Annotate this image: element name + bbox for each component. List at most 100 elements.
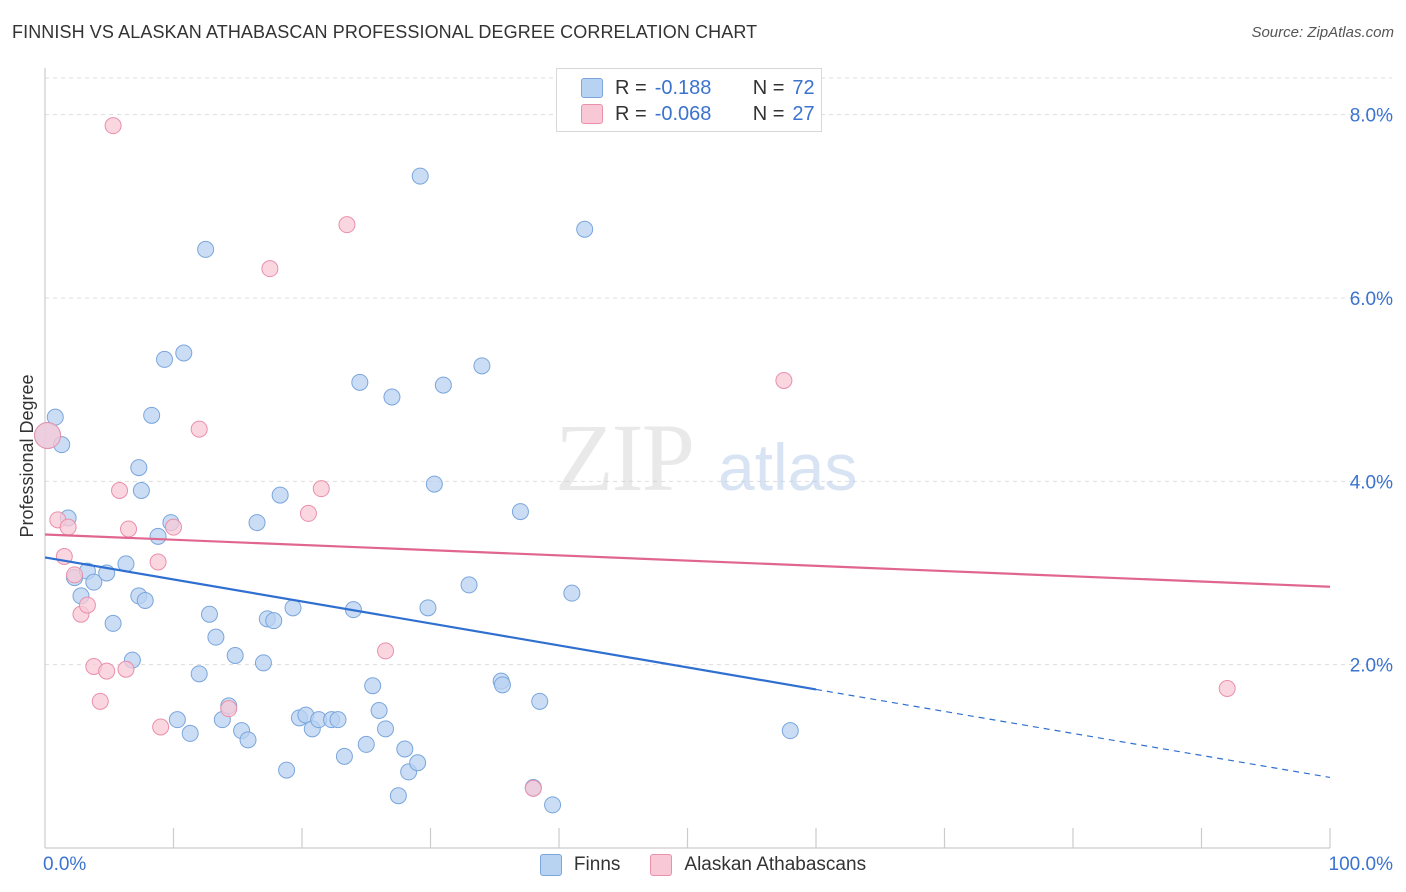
watermark: ZIP atlas bbox=[555, 404, 857, 511]
finns-point bbox=[425, 475, 443, 493]
alaskan-trend-line bbox=[44, 533, 1331, 588]
finns-point bbox=[409, 754, 427, 772]
finns-trend-line bbox=[44, 556, 817, 691]
finns-point bbox=[200, 605, 218, 623]
alaskan-point bbox=[111, 482, 129, 499]
alaskan-n-label: N = bbox=[752, 102, 785, 125]
alaskan-point bbox=[104, 117, 122, 135]
alaskan-point bbox=[338, 216, 356, 234]
finns-point bbox=[207, 628, 225, 646]
correlation-legend: R = -0.188 N = 72 R = -0.068 N = 27 bbox=[556, 68, 822, 132]
alaskan-point bbox=[59, 518, 77, 536]
y-axis-label: Professional Degree bbox=[17, 374, 37, 537]
finns-point bbox=[130, 459, 148, 477]
finns-point bbox=[335, 747, 353, 765]
alaskan-point bbox=[149, 553, 167, 571]
finns-point bbox=[377, 720, 395, 738]
finns-swatch bbox=[581, 78, 603, 98]
alaskan-point bbox=[261, 260, 279, 278]
alaskan-point bbox=[120, 520, 138, 538]
finns-point bbox=[419, 599, 437, 617]
alaskan-point bbox=[165, 518, 182, 536]
watermark-zip: ZIP bbox=[555, 404, 693, 511]
alaskan-point bbox=[98, 662, 116, 680]
finns-point bbox=[411, 167, 429, 185]
finns-point bbox=[156, 350, 174, 368]
y-tick-label: 4.0% bbox=[1350, 472, 1393, 493]
finns-point bbox=[329, 711, 347, 729]
grid-layer bbox=[45, 77, 1392, 666]
finns-point bbox=[190, 665, 208, 683]
finns-point bbox=[434, 376, 452, 394]
alaskan-r-label: R = bbox=[615, 102, 647, 125]
legend-item-finns[interactable]: Finns bbox=[539, 854, 621, 876]
finns-point bbox=[383, 388, 401, 406]
alaskan-swatch bbox=[581, 104, 603, 124]
alaskan-point bbox=[312, 480, 330, 498]
alaskan-legend-label: Alaskan Athabascans bbox=[684, 854, 867, 875]
alaskan-r-value: -0.068 bbox=[654, 102, 712, 125]
finns-point bbox=[254, 654, 272, 672]
alaskan-point bbox=[66, 566, 84, 584]
trend-layer bbox=[44, 533, 1331, 779]
finns-point bbox=[396, 740, 414, 758]
finns-point bbox=[143, 406, 161, 424]
finns-point bbox=[239, 731, 257, 749]
finns-point bbox=[284, 599, 302, 617]
finns-point bbox=[531, 692, 549, 710]
chart-title: FINNISH VS ALASKAN ATHABASCAN PROFESSION… bbox=[12, 22, 758, 42]
alaskan-point bbox=[91, 692, 109, 710]
finns-point bbox=[781, 722, 799, 740]
finns-point bbox=[473, 357, 491, 375]
alaskan-point bbox=[190, 420, 208, 438]
finns-point bbox=[576, 220, 594, 238]
finns-point bbox=[132, 482, 150, 499]
finns-point bbox=[563, 584, 581, 602]
alaskan-point bbox=[775, 372, 793, 389]
source-label: Source: ZipAtlas.com bbox=[1251, 24, 1394, 41]
x-tick-label: 100.0% bbox=[1329, 854, 1394, 875]
legend-row-finns: R = -0.188 N = 72 bbox=[581, 75, 815, 101]
finns-point bbox=[265, 612, 283, 630]
alaskan-point bbox=[524, 779, 542, 797]
finns-trend-line-extension bbox=[815, 688, 1331, 779]
axes-layer: 2.0% 4.0% 6.0% 8.0% 0.0% 100.0% bbox=[43, 68, 1393, 875]
legend-row-alaskan: R = -0.068 N = 27 bbox=[581, 101, 815, 127]
finns-point bbox=[544, 796, 562, 814]
finns-point bbox=[85, 573, 103, 591]
finns-point bbox=[357, 735, 375, 753]
alaskan-n-value: 27 bbox=[792, 102, 815, 125]
finns-n-label: N = bbox=[752, 76, 785, 99]
finns-point bbox=[226, 647, 244, 664]
finns-point bbox=[364, 677, 382, 695]
alaskan-point bbox=[117, 660, 135, 678]
alaskan-point bbox=[299, 504, 317, 522]
finns-point bbox=[104, 614, 122, 632]
finns-point bbox=[278, 761, 296, 779]
finns-point bbox=[181, 724, 199, 742]
alaskan-point bbox=[220, 700, 238, 718]
y-tick-label: 2.0% bbox=[1350, 656, 1393, 677]
finns-point bbox=[168, 711, 186, 729]
finns-n-value: 72 bbox=[792, 76, 815, 99]
legend-item-alaskan[interactable]: Alaskan Athabascans bbox=[650, 854, 866, 876]
finns-legend-swatch bbox=[539, 854, 562, 876]
x-tick-label: 0.0% bbox=[43, 854, 86, 875]
finns-point bbox=[271, 486, 289, 504]
alaskan-point bbox=[78, 596, 96, 614]
finns-r-value: -0.188 bbox=[654, 76, 712, 99]
y-tick-label: 6.0% bbox=[1350, 289, 1393, 310]
finns-point bbox=[136, 592, 154, 609]
finns-point bbox=[511, 503, 529, 521]
finns-point bbox=[197, 240, 215, 258]
alaskan-point bbox=[377, 642, 395, 660]
finns-point bbox=[493, 676, 511, 694]
finns-point bbox=[351, 373, 369, 391]
finns-point bbox=[389, 787, 407, 805]
finns-point bbox=[248, 514, 266, 532]
alaskan-legend-swatch bbox=[650, 854, 673, 876]
finns-point bbox=[460, 576, 478, 594]
watermark-atlas: atlas bbox=[718, 430, 857, 504]
finns-legend-label: Finns bbox=[573, 854, 621, 875]
